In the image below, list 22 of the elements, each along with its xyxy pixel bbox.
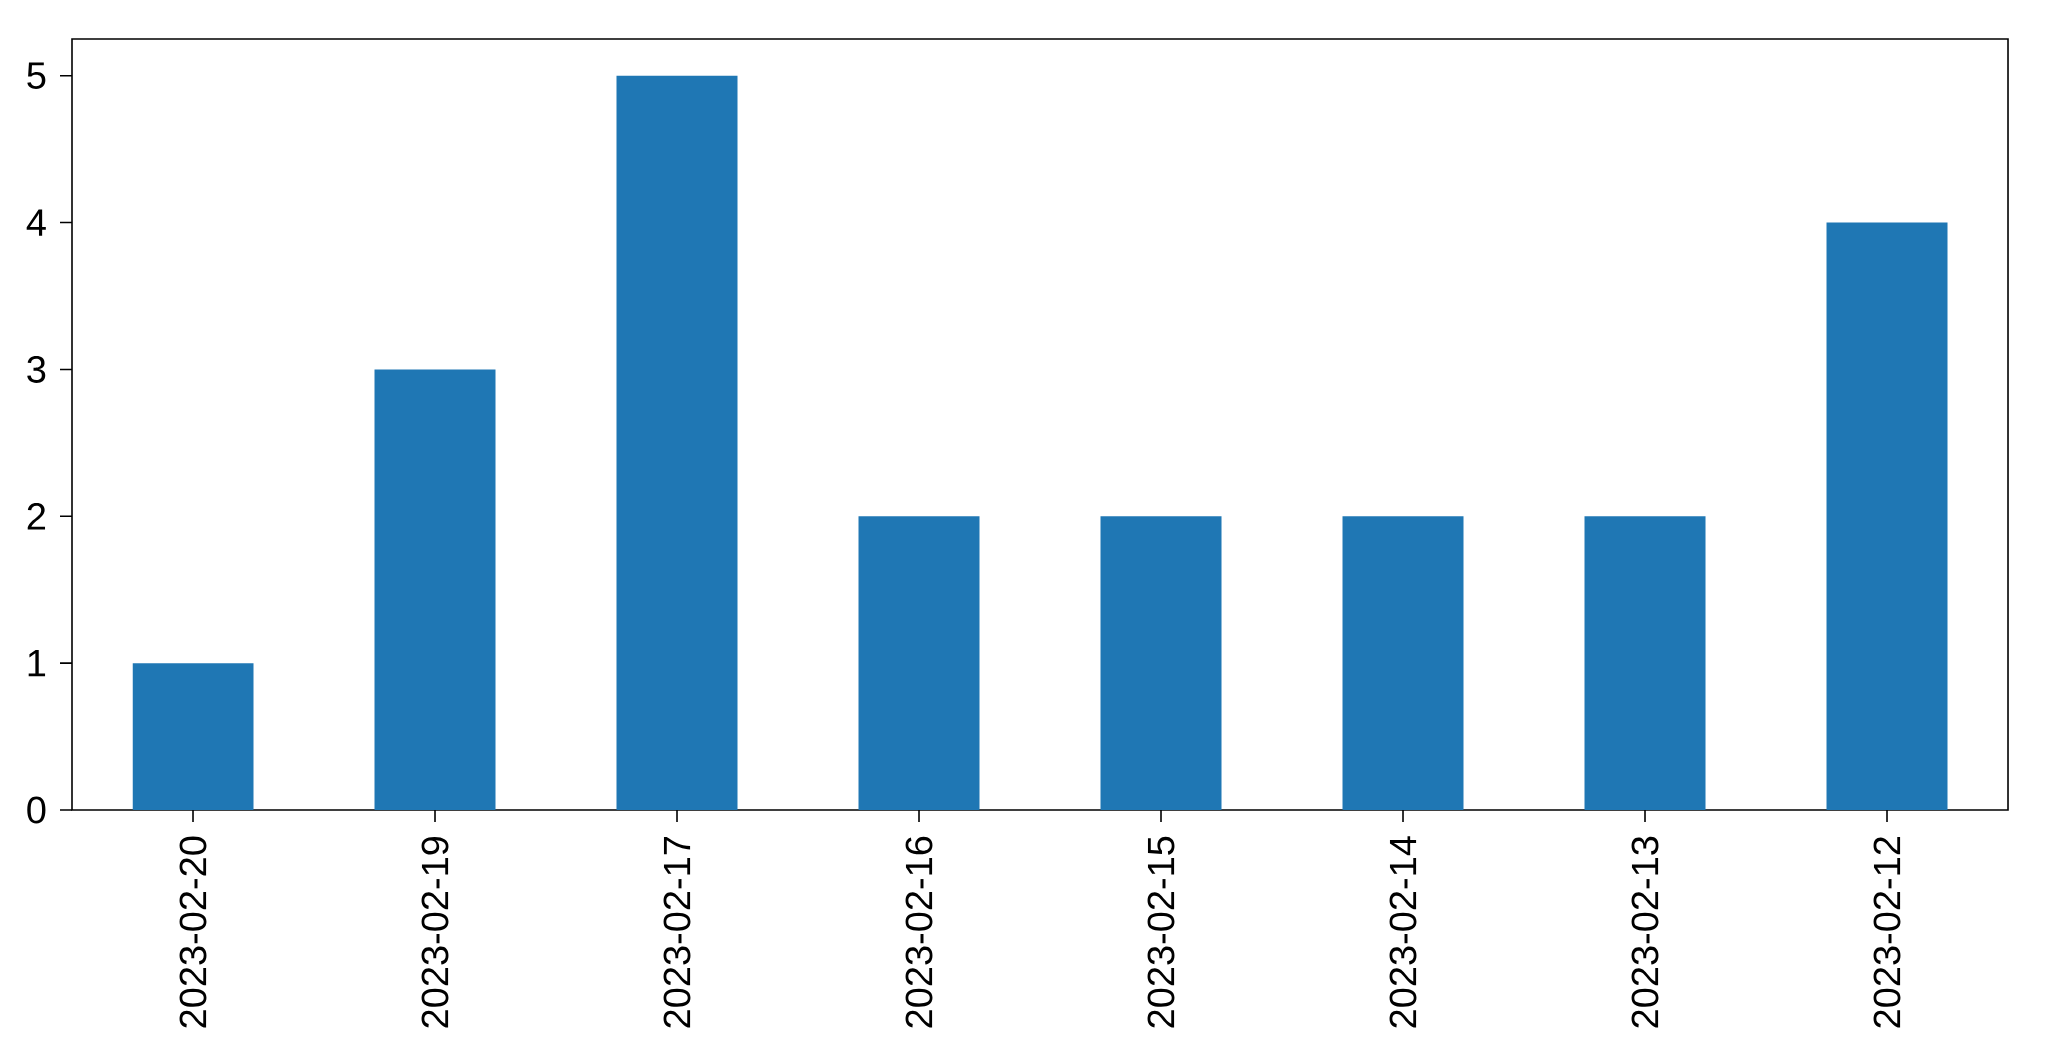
bar [1100, 516, 1222, 810]
bar [1826, 222, 1948, 810]
x-tick-label: 2023-02-17 [663, 837, 691, 1028]
y-tick-label: 2 [27, 503, 46, 530]
y-tick-label: 0 [27, 796, 46, 824]
x-tick-label: 2023-02-16 [905, 836, 933, 1028]
y-tick-label: 4 [26, 209, 46, 236]
y-tick-label: 1 [28, 650, 46, 677]
bar [374, 369, 496, 810]
x-tick-label: 2023-02-12 [1873, 837, 1901, 1028]
x-tick-label: 2023-02-13 [1631, 836, 1659, 1028]
x-tick-label: 2023-02-19 [421, 836, 449, 1028]
y-tick-label: 5 [27, 62, 46, 89]
x-tick-label: 2023-02-15 [1147, 836, 1175, 1028]
bar [1584, 516, 1706, 810]
x-tick-label: 2023-02-20 [179, 836, 207, 1028]
bar [616, 75, 738, 810]
x-tick-label: 2023-02-14 [1389, 836, 1417, 1028]
y-tick-label: 3 [27, 355, 46, 383]
bar [132, 663, 254, 810]
bar [858, 516, 980, 810]
bar [1342, 516, 1464, 810]
